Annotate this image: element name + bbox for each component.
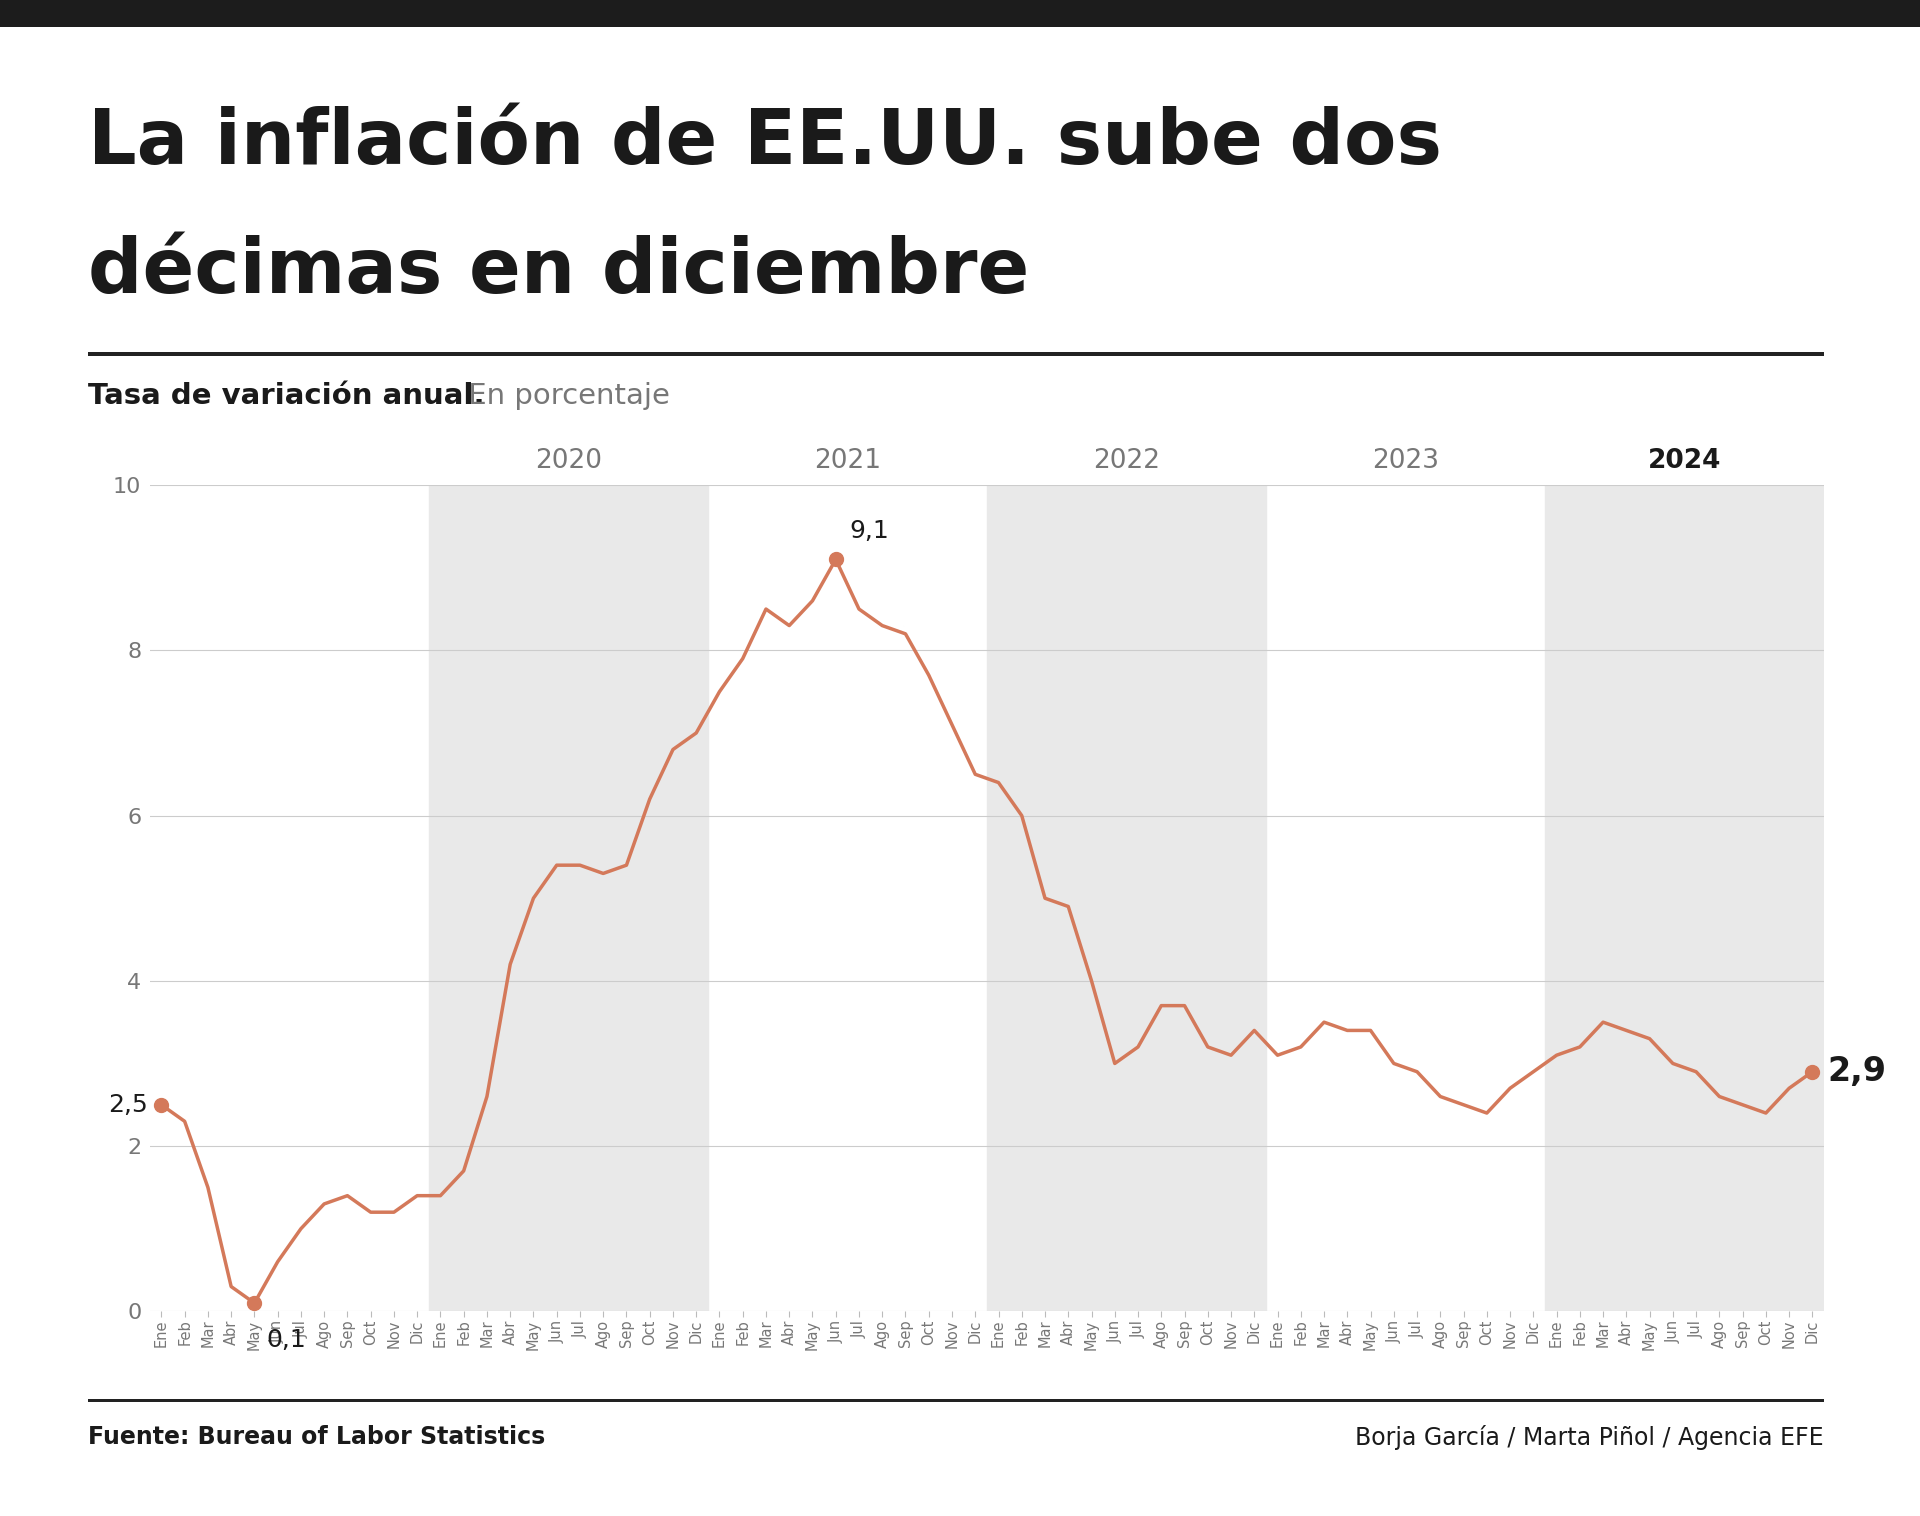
Text: En porcentaje: En porcentaje — [459, 382, 670, 409]
Bar — [987, 485, 1265, 1311]
Text: décimas en diciembre: décimas en diciembre — [88, 235, 1029, 309]
Text: Borja García / Marta Piñol / Agencia EFE: Borja García / Marta Piñol / Agencia EFE — [1356, 1425, 1824, 1449]
Text: Fuente: Bureau of Labor Statistics: Fuente: Bureau of Labor Statistics — [88, 1425, 545, 1449]
Text: 0,1: 0,1 — [267, 1328, 305, 1352]
Text: La inflación de EE.UU. sube dos: La inflación de EE.UU. sube dos — [88, 106, 1442, 180]
Text: 2,9: 2,9 — [1828, 1055, 1887, 1088]
Bar — [428, 485, 708, 1311]
Text: Tasa de variación anual.: Tasa de variación anual. — [88, 382, 486, 409]
Text: 2,5: 2,5 — [108, 1093, 148, 1117]
Bar — [1546, 485, 1824, 1311]
Text: 9,1: 9,1 — [851, 518, 889, 543]
